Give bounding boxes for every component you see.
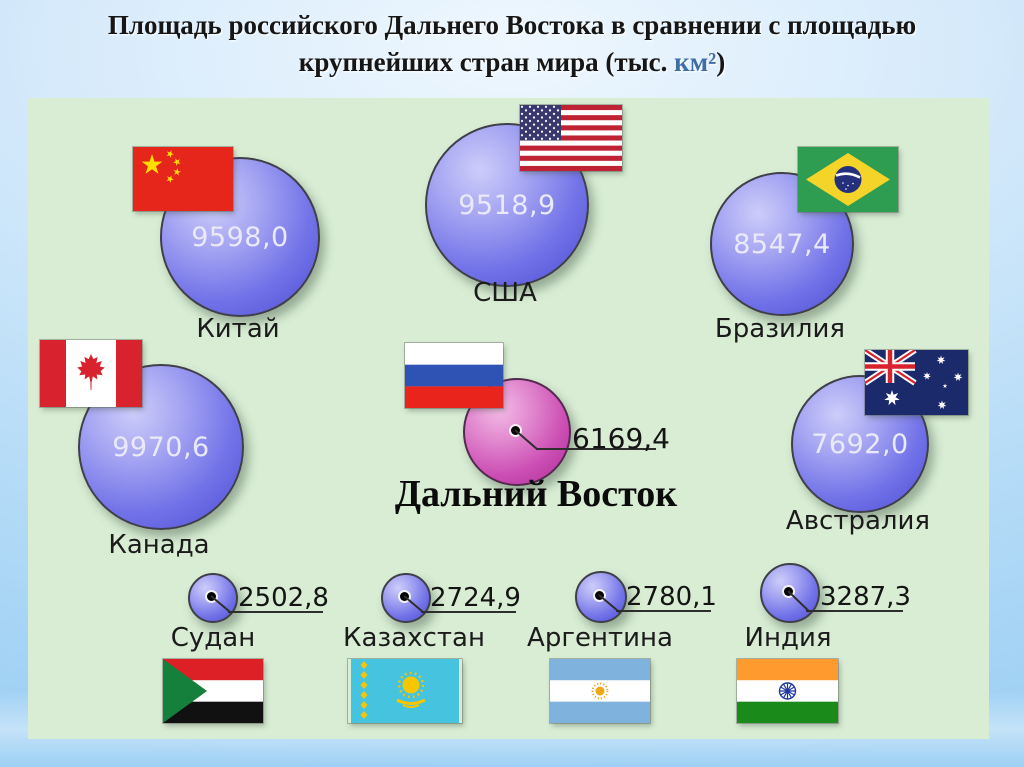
callout-underline-fareast bbox=[536, 448, 656, 450]
slide-title: Площадь российского Дальнего Востока в с… bbox=[0, 7, 1024, 81]
country-label-brazil: Бразилия bbox=[714, 314, 846, 344]
bubble-value-australia: 7692,0 bbox=[811, 428, 909, 460]
title-line1: Площадь российского Дальнего Востока в с… bbox=[107, 10, 917, 40]
bubble-value-canada: 9970,6 bbox=[112, 431, 210, 463]
flag-russia-icon bbox=[405, 343, 503, 408]
title-line2: крупнейших стран мира (тыс. км²) bbox=[298, 47, 726, 77]
country-label-canada: Канада bbox=[108, 530, 210, 560]
bubble-value-china: 9598,0 bbox=[191, 221, 289, 253]
country-label-fareast: Дальний Восток bbox=[394, 473, 678, 515]
country-label-kazakhstan: Казахстан bbox=[343, 623, 485, 653]
flag-usa-icon bbox=[520, 105, 622, 171]
flag-argentina-icon bbox=[550, 659, 650, 723]
country-label-australia: Австралия bbox=[785, 506, 931, 536]
bubble-value-brazil: 8547,4 bbox=[733, 228, 831, 260]
country-label-argentina: Аргентина bbox=[527, 623, 673, 653]
flag-brazil-icon bbox=[798, 147, 898, 212]
country-label-sudan: Судан bbox=[170, 623, 256, 653]
flag-sudan-icon bbox=[163, 659, 263, 723]
callout-underline-india bbox=[806, 610, 903, 612]
country-label-china: Китай bbox=[196, 314, 280, 344]
title-unit: км² bbox=[674, 47, 717, 77]
flag-india-icon bbox=[737, 659, 838, 723]
flag-australia-icon bbox=[865, 350, 968, 415]
callout-value-fareast: 6169,4 bbox=[572, 422, 670, 455]
callout-underline-kazakhstan bbox=[421, 611, 516, 613]
country-label-usa: США bbox=[473, 278, 537, 308]
callout-underline-sudan bbox=[228, 611, 323, 613]
flag-canada-icon bbox=[40, 340, 142, 407]
callout-value-kazakhstan: 2724,9 bbox=[430, 583, 521, 613]
callout-value-india: 3287,3 bbox=[820, 582, 911, 612]
country-label-india: Индия bbox=[744, 623, 832, 653]
flag-china-icon bbox=[133, 147, 233, 211]
callout-value-argentina: 2780,1 bbox=[626, 582, 717, 612]
callout-value-sudan: 2502,8 bbox=[238, 583, 329, 613]
callout-underline-argentina bbox=[616, 610, 711, 612]
bubble-value-usa: 9518,9 bbox=[458, 189, 556, 221]
flag-kazakhstan-icon bbox=[351, 659, 459, 723]
